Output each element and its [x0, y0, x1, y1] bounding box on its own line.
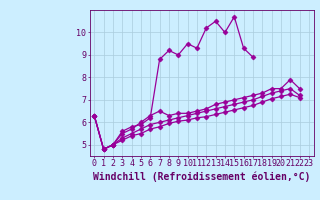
- X-axis label: Windchill (Refroidissement éolien,°C): Windchill (Refroidissement éolien,°C): [93, 171, 310, 182]
